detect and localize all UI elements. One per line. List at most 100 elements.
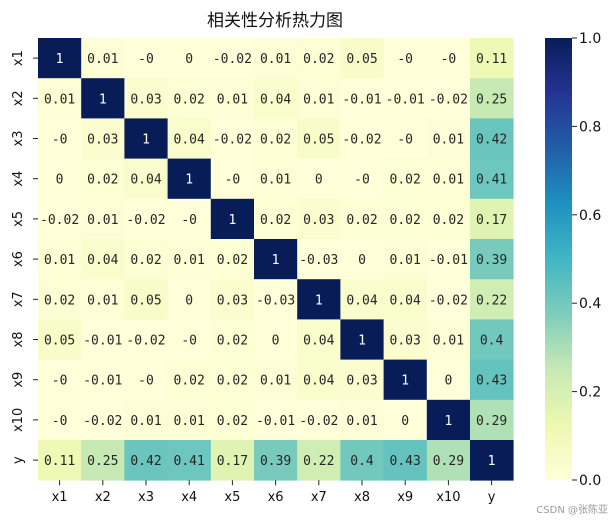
colorbar-tick-label: 0.2 (579, 385, 601, 401)
heatmap-cell (167, 198, 212, 240)
heatmap-cell (124, 118, 168, 159)
heatmap-cell (297, 239, 341, 280)
chart-title: 相关性分析热力图 (207, 11, 343, 31)
heatmap-cell (254, 118, 298, 159)
heatmap-cell-label: -0.02 (40, 213, 79, 228)
heatmap-cell-label: 0 (56, 173, 64, 188)
heatmap-cell (38, 38, 82, 79)
heatmap-cell (124, 239, 168, 280)
heatmap-cell-label: -0.02 (213, 133, 252, 148)
heatmap-cell (81, 158, 125, 200)
heatmap-cell (167, 399, 212, 441)
heatmap-cell-label: 0.01 (87, 213, 118, 228)
heatmap-cell-label: 0.11 (476, 52, 507, 67)
heatmap-cell-label: 0 (401, 414, 409, 429)
heatmap-cell-label: 0.03 (303, 213, 334, 228)
heatmap-cell (383, 319, 428, 360)
heatmap-cell-label: 0.01 (390, 253, 421, 268)
heatmap-cell-label: 0.02 (260, 133, 291, 148)
heatmap-cell-label: 0.02 (346, 213, 377, 228)
heatmap-cell (38, 319, 82, 360)
heatmap-cell-label: -0 (397, 133, 413, 148)
heatmap-cell (470, 319, 514, 360)
y-axis-tick-labels: x1 x2 x3 x4 x5 x6 x7 x8 x9 x10 y (11, 50, 38, 464)
heatmap-cell (38, 158, 82, 200)
x-axis-tick-labels: x1 x2 x3 x4 x5 x6 x7 x8 x9 x10 y (52, 480, 496, 505)
heatmap-cell (340, 118, 384, 159)
heatmap-cell (383, 158, 428, 200)
heatmap-cell (81, 198, 125, 240)
heatmap-cell-label: -0 (52, 414, 68, 429)
heatmap-cell-label: -0.01 (256, 414, 295, 429)
heatmap-cell (167, 440, 212, 481)
heatmap-cell (426, 239, 471, 280)
heatmap-cell-label: -0.02 (429, 92, 468, 107)
heatmap-cell (210, 399, 255, 441)
heatmap-cell (340, 78, 384, 119)
heatmap-cell-label: 1 (401, 374, 409, 389)
heatmap-cell (167, 359, 212, 401)
heatmap-cell (210, 440, 255, 481)
heatmap-cell-label: 0.25 (87, 454, 118, 469)
heatmap-cell (297, 319, 341, 360)
x-axis-tick-label: x10 (436, 490, 460, 505)
heatmap-cell (470, 118, 514, 159)
heatmap-cell-label: -0.02 (213, 52, 252, 67)
heatmap-cell-label: 0.02 (130, 253, 161, 268)
heatmap-cell (340, 359, 384, 401)
heatmap-cell (297, 359, 341, 401)
heatmap-cell-label: -0 (441, 52, 457, 67)
heatmap-cell-label: 0.17 (476, 213, 507, 228)
heatmap-cell (254, 279, 298, 320)
heatmap-cell-label: 0.02 (217, 253, 248, 268)
heatmap-cell (81, 118, 125, 159)
heatmap-cell-label: 0 (444, 374, 452, 389)
heatmap-cell (81, 399, 125, 441)
heatmap-cell-label: 0.29 (433, 454, 464, 469)
heatmap-cell-label: 0.29 (476, 414, 507, 429)
colorbar-gradient (545, 38, 572, 480)
heatmap-cell-label: 0.04 (130, 173, 161, 188)
heatmap-cell-label: 0.05 (44, 334, 75, 349)
y-axis-tick-label: x9 (11, 372, 26, 388)
x-axis-tick-label: x6 (268, 490, 284, 505)
heatmap-cell (340, 440, 384, 481)
heatmap-cell (426, 440, 471, 481)
x-axis-tick-label: x1 (52, 490, 68, 505)
colorbar: 0.0 0.2 0.4 0.6 0.8 1.0 (545, 31, 601, 489)
heatmap-cell-label: -0 (52, 374, 68, 389)
heatmap-cell (470, 440, 514, 481)
heatmap-cell (426, 158, 471, 200)
heatmap-cell (340, 158, 384, 200)
y-axis-tick-label: x2 (11, 90, 26, 106)
heatmap-cell-label: 0.43 (390, 454, 421, 469)
heatmap-cell-label: 0 (185, 52, 193, 67)
heatmap-cell-label: 0.01 (433, 173, 464, 188)
heatmap-cell-label: -0 (181, 334, 197, 349)
x-axis-tick-label: x5 (224, 490, 240, 505)
heatmap-cell-label: 0.4 (480, 334, 504, 349)
heatmap-cell-label: 0.17 (217, 454, 248, 469)
heatmap-cell-label: 0.05 (346, 52, 377, 67)
heatmap-cell-label: 0.03 (346, 374, 377, 389)
heatmap-cell (210, 319, 255, 360)
heatmap-cell (38, 440, 82, 481)
heatmap-cell (210, 198, 255, 240)
heatmap-cell-label: -0.02 (429, 293, 468, 308)
heatmap-cell (297, 158, 341, 200)
heatmap-cell-label: 0.39 (260, 454, 291, 469)
heatmap-cell-label: 0 (315, 173, 323, 188)
heatmap-cell (210, 279, 255, 320)
heatmap-cell (254, 319, 298, 360)
heatmap-cell-label: 0.04 (87, 253, 118, 268)
heatmap-cell-label: -0 (354, 173, 370, 188)
heatmap-cell-label: 0.39 (476, 253, 507, 268)
heatmap-cells: 1 0.01 -0 0 -0.02 0.01 0.02 0.05 -0 -0 0.11 0.01 1 0.… (38, 38, 514, 481)
heatmap-cell-label: 0.22 (303, 454, 334, 469)
heatmap-cell (124, 440, 168, 481)
y-axis-tick-label: x8 (11, 332, 26, 348)
colorbar-tick-label: 0.6 (579, 208, 601, 224)
heatmap-cell (470, 78, 514, 119)
heatmap-cell-label: 0.05 (130, 293, 161, 308)
